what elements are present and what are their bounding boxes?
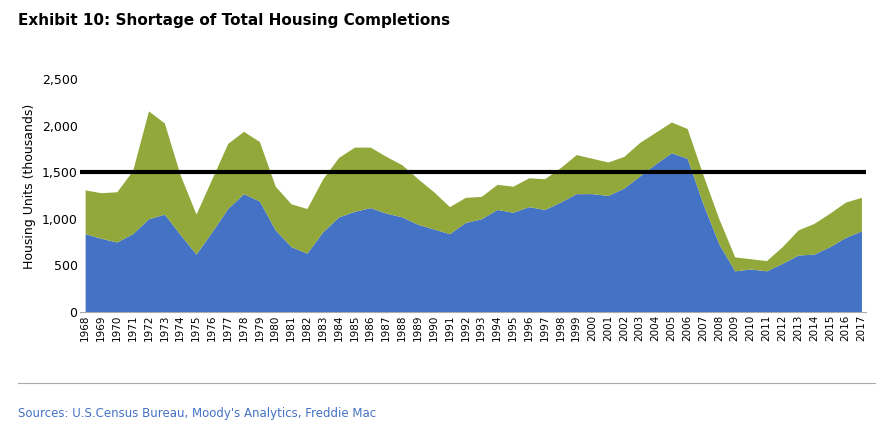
Y-axis label: Housing Units (thousands): Housing Units (thousands) [23, 103, 36, 269]
Text: Sources: U.S.Census Bureau, Moody's Analytics, Freddie Mac: Sources: U.S.Census Bureau, Moody's Anal… [18, 407, 376, 420]
Text: Exhibit 10: Shortage of Total Housing Completions: Exhibit 10: Shortage of Total Housing Co… [18, 13, 450, 28]
